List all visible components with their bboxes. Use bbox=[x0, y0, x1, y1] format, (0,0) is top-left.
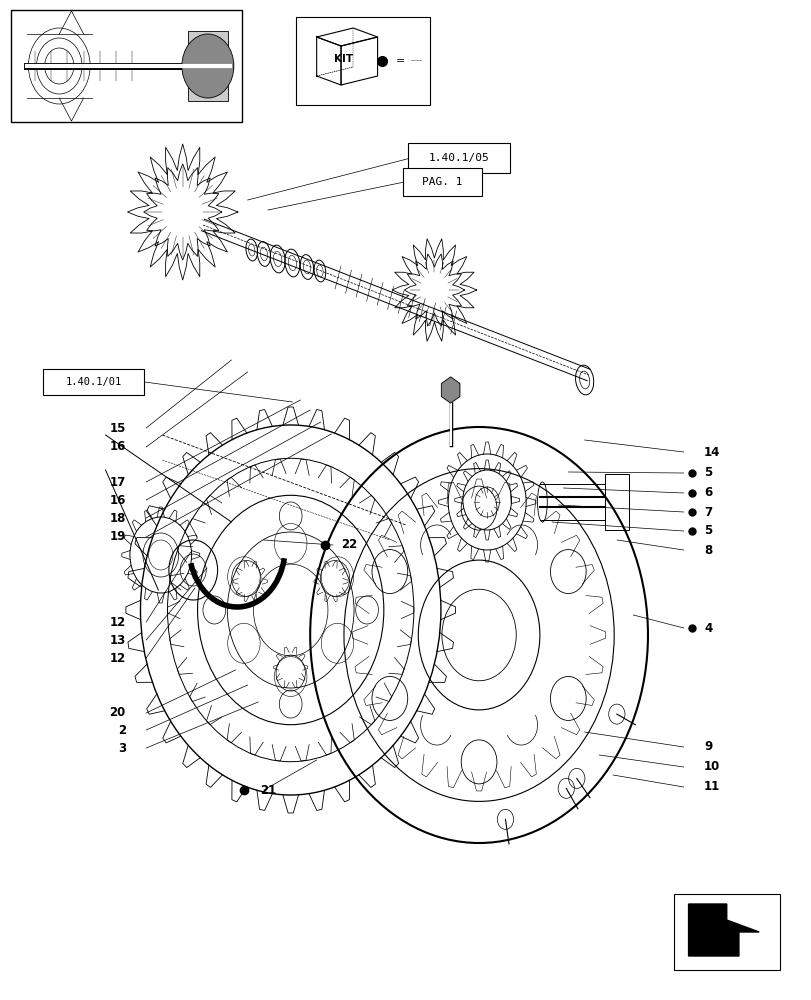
Text: 17: 17 bbox=[109, 476, 126, 488]
Text: 14: 14 bbox=[703, 446, 719, 458]
Bar bbox=[673, 894, 779, 970]
Text: 15: 15 bbox=[109, 422, 126, 434]
Text: 3: 3 bbox=[118, 742, 126, 754]
Bar bbox=[296, 17, 430, 105]
Polygon shape bbox=[441, 377, 459, 403]
Text: 11: 11 bbox=[703, 780, 719, 794]
Text: 21: 21 bbox=[260, 784, 276, 796]
Text: 1.40.1/01: 1.40.1/01 bbox=[65, 377, 122, 387]
Text: 7: 7 bbox=[703, 506, 711, 518]
Circle shape bbox=[182, 34, 234, 98]
Text: 8: 8 bbox=[703, 544, 711, 556]
Text: 18: 18 bbox=[109, 512, 126, 524]
Text: 5: 5 bbox=[703, 466, 711, 480]
Text: KIT: KIT bbox=[333, 54, 353, 64]
Text: 2: 2 bbox=[118, 724, 126, 736]
Text: 1.40.1/05: 1.40.1/05 bbox=[428, 153, 488, 163]
Text: PAG. 1: PAG. 1 bbox=[422, 177, 462, 187]
Text: =: = bbox=[396, 56, 406, 66]
Polygon shape bbox=[688, 904, 758, 956]
Text: 12: 12 bbox=[109, 652, 126, 664]
Text: 16: 16 bbox=[109, 440, 126, 454]
Text: 20: 20 bbox=[109, 706, 126, 720]
Text: 19: 19 bbox=[109, 530, 126, 544]
Text: 10: 10 bbox=[703, 760, 719, 774]
Text: 12: 12 bbox=[109, 615, 126, 629]
Text: 16: 16 bbox=[109, 493, 126, 506]
Bar bbox=[43, 369, 144, 395]
Text: 6: 6 bbox=[703, 487, 711, 499]
Bar bbox=[604, 474, 629, 530]
Text: 4: 4 bbox=[703, 621, 711, 635]
Bar bbox=[187, 31, 228, 101]
Text: 22: 22 bbox=[341, 538, 357, 552]
Bar bbox=[402, 168, 482, 196]
Text: 13: 13 bbox=[109, 634, 126, 647]
Bar bbox=[11, 10, 242, 122]
Text: 9: 9 bbox=[703, 740, 711, 754]
Bar bbox=[407, 143, 509, 173]
Text: ----: ---- bbox=[410, 56, 423, 66]
Text: 5: 5 bbox=[703, 524, 711, 538]
